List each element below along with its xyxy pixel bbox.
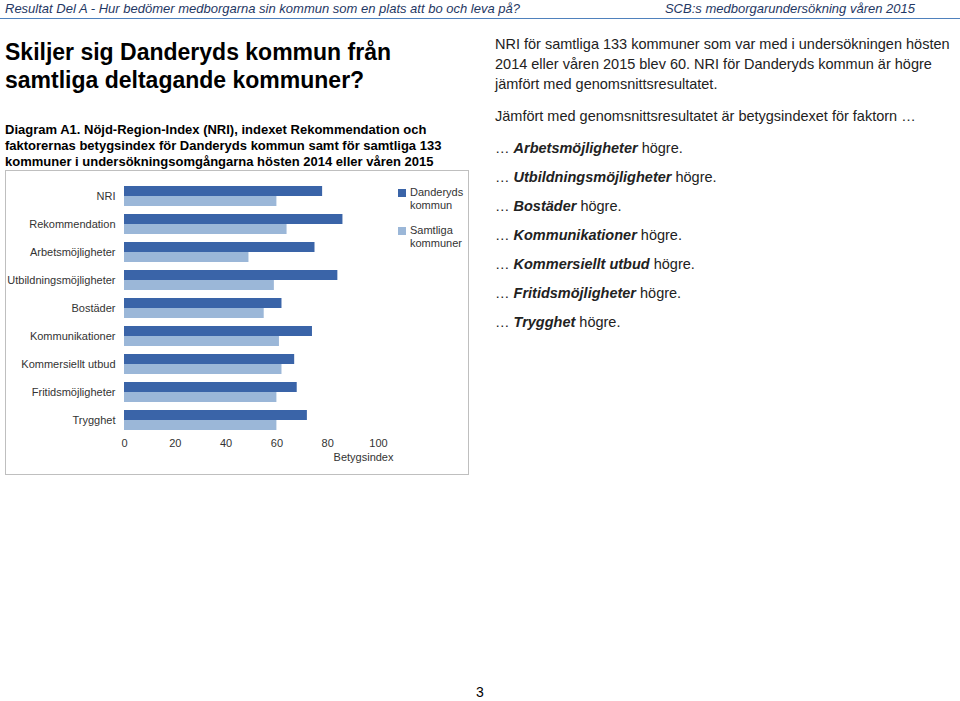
- html-text:… Fritidsmöjligheter högre.: … Fritidsmöjligheter högre.: [495, 285, 682, 301]
- svg-text:0: 0: [121, 437, 127, 449]
- svg-text:NRI: NRI: [97, 190, 116, 202]
- svg-text:Bostäder: Bostäder: [71, 302, 115, 314]
- html-text:… Kommunikationer högre.: … Kommunikationer högre.: [495, 227, 682, 243]
- html-text:NRI för samtliga 133 kommuner: NRI för samtliga 133 kommuner som var me…: [495, 36, 950, 92]
- html-text:Skiljer sig Danderyds kommun f: Skiljer sig Danderyds kommun från samtli…: [5, 39, 391, 93]
- svg-text:Utbildningsmöjligheter: Utbildningsmöjligheter: [7, 274, 116, 286]
- html-text:… Trygghet högre.: … Trygghet högre.: [495, 314, 621, 330]
- html-text:Diagram A1. Nöjd-Region-Index: Diagram A1. Nöjd-Region-Index (NRI), ind…: [5, 122, 442, 169]
- svg-text:Fritidsmöjligheter: Fritidsmöjligheter: [32, 386, 116, 398]
- html-text:SCB:s medborgarundersökning vå: SCB:s medborgarundersökning våren 2015: [665, 1, 915, 16]
- html-text:Danderyds kommun: Danderyds kommun: [410, 186, 464, 211]
- svg-text:Trygghet: Trygghet: [72, 414, 115, 426]
- html-text:… Arbetsmöjligheter högre.: … Arbetsmöjligheter högre.: [495, 140, 683, 156]
- html-text:Jämfört med genomsnittsresulta: Jämfört med genomsnittsresultatet är bet…: [495, 108, 916, 124]
- html-text:3: 3: [476, 684, 484, 700]
- svg-text:80: 80: [322, 437, 334, 449]
- svg-text:Kommunikationer: Kommunikationer: [30, 330, 116, 342]
- html-text:… Kommersiellt utbud högre.: … Kommersiellt utbud högre.: [495, 256, 695, 272]
- html-text:Resultat Del A - Hur bedömer m: Resultat Del A - Hur bedömer medborgarna…: [5, 1, 520, 16]
- svg-text:100: 100: [369, 437, 387, 449]
- html-text:… Bostäder högre.: … Bostäder högre.: [495, 198, 622, 214]
- svg-text:Rekommendation: Rekommendation: [29, 218, 115, 230]
- svg-text:Kommersiellt utbud: Kommersiellt utbud: [21, 358, 115, 370]
- svg-text:60: 60: [271, 437, 283, 449]
- html-text:… Utbildningsmöjligheter högre: … Utbildningsmöjligheter högre.: [495, 169, 717, 185]
- html-text:Samtliga kommuner: Samtliga kommuner: [410, 224, 462, 249]
- svg-text:20: 20: [169, 437, 181, 449]
- svg-text:Arbetsmöjligheter: Arbetsmöjligheter: [30, 246, 116, 258]
- svg-text:40: 40: [220, 437, 232, 449]
- svg-text:Betygsindex: Betygsindex: [334, 451, 394, 463]
